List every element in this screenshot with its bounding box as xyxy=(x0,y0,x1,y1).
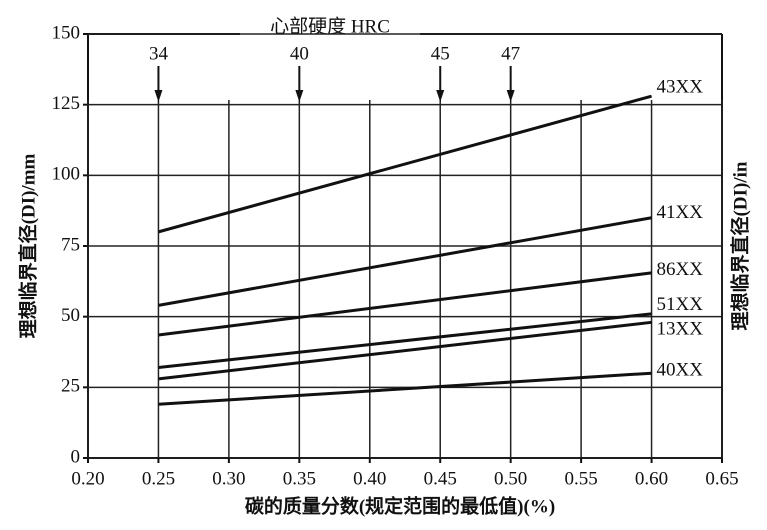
series-line xyxy=(158,271,652,337)
x-tick-label: 0.35 xyxy=(283,468,316,489)
series-line xyxy=(158,94,652,234)
x-tick-label: 0.20 xyxy=(71,468,104,489)
series-label: 86XX xyxy=(657,259,704,280)
y-tick-label: 50 xyxy=(61,305,80,326)
y-tick-label: 25 xyxy=(61,376,80,397)
hardness-arrowhead xyxy=(154,90,163,102)
y-tick-label: 125 xyxy=(52,93,81,114)
series-label: 40XX xyxy=(657,360,704,381)
x-tick-label: 0.45 xyxy=(424,468,457,489)
y-tick-label: 75 xyxy=(61,234,80,255)
hardness-label: 47 xyxy=(501,43,520,64)
y-tick-label: 0 xyxy=(71,446,81,467)
x-tick-label: 0.40 xyxy=(353,468,386,489)
y-tick-label: 150 xyxy=(52,22,81,43)
hardness-arrowhead xyxy=(506,90,515,102)
x-axis-label: 碳的质量分数(规定范围的最低值)(%) xyxy=(245,494,555,517)
y2-axis-label: 理想临界直径(DI)/in xyxy=(728,161,751,330)
y-axis-label: 理想临界直径(DI)/mm xyxy=(16,153,39,338)
series-line xyxy=(158,216,652,307)
hardness-label: 45 xyxy=(431,43,450,64)
top-axis-title: 心部硬度 HRC xyxy=(270,15,390,37)
series-label: 41XX xyxy=(657,202,704,223)
series-line xyxy=(158,320,652,381)
series-label: 13XX xyxy=(657,319,704,340)
series-line xyxy=(158,312,652,370)
hardness-label: 40 xyxy=(290,43,309,64)
series-label: 43XX xyxy=(657,77,704,98)
series-line xyxy=(158,371,652,406)
y-tick-label: 100 xyxy=(52,164,81,185)
x-tick-label: 0.55 xyxy=(564,468,597,489)
hardness-label: 34 xyxy=(149,43,169,64)
hardness-arrowhead xyxy=(436,90,445,102)
x-tick-label: 0.65 xyxy=(705,468,738,489)
x-tick-label: 0.30 xyxy=(212,468,245,489)
x-tick-label: 0.25 xyxy=(142,468,175,489)
x-tick-label: 0.50 xyxy=(494,468,527,489)
x-tick-label: 0.60 xyxy=(635,468,668,489)
series-label: 51XX xyxy=(657,294,704,315)
hardness-arrowhead xyxy=(295,90,304,102)
